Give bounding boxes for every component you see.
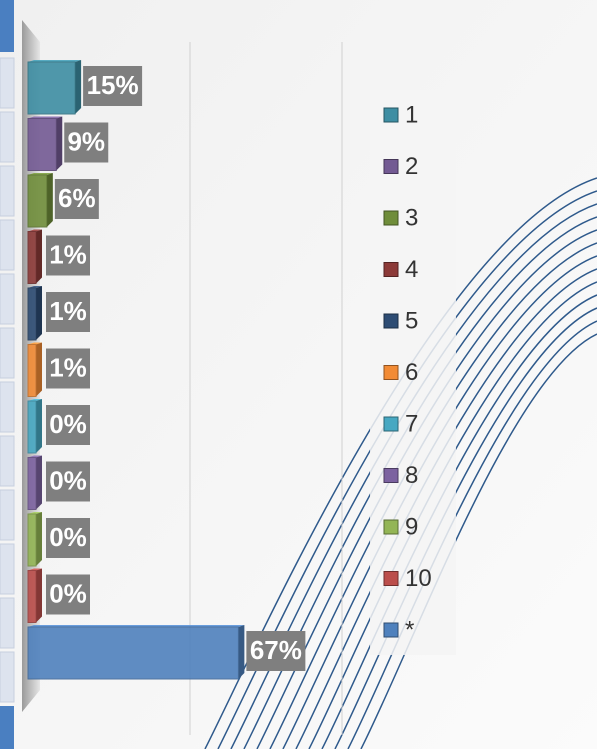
left-strip-cells [0, 57, 15, 703]
value-label: 0% [49, 465, 87, 495]
bar-side [75, 60, 82, 114]
bar [27, 231, 37, 284]
legend-swatch [383, 416, 399, 432]
bar-side [36, 455, 42, 510]
bar-side [56, 116, 63, 171]
strip-cell [0, 381, 15, 433]
legend-swatch [383, 571, 399, 586]
left-strip [0, 0, 14, 749]
legend-label: 4 [405, 256, 418, 283]
value-label-box [64, 122, 109, 163]
value-label-box [46, 348, 90, 389]
bar-side [36, 342, 42, 397]
strip-cell [0, 543, 15, 595]
value-label-box [46, 292, 90, 332]
bar [27, 344, 37, 397]
legend-label: 1 [405, 101, 418, 128]
legend-swatch [383, 210, 399, 226]
value-label: 0% [49, 578, 87, 608]
legend-label: * [405, 616, 414, 643]
value-label: 1% [49, 239, 87, 269]
value-label: 6% [58, 183, 96, 213]
arc-line [360, 333, 597, 749]
legend-swatch [383, 468, 399, 483]
bar [27, 118, 57, 171]
strip-cell [0, 435, 15, 487]
legend-label: 6 [405, 359, 418, 386]
value-label: 1% [49, 352, 87, 382]
bar-side [238, 625, 245, 679]
value-label: 9% [67, 126, 105, 156]
arc-line [347, 320, 597, 749]
legend-swatch [383, 107, 399, 123]
legend-swatch [383, 365, 399, 380]
legend-label: 10 [405, 565, 432, 592]
value-label-box [46, 405, 90, 445]
value-label-box [83, 66, 143, 106]
legend-label: 8 [405, 462, 418, 489]
strip-cell [0, 651, 15, 703]
strip-cell [0, 273, 15, 325]
bar [27, 570, 37, 623]
strip-cell [0, 57, 15, 109]
bar [27, 61, 76, 115]
strip-cell [0, 327, 15, 379]
value-label: 0% [49, 522, 87, 552]
value-label-box [46, 235, 90, 276]
bar-side [36, 568, 42, 623]
value-label-box [54, 179, 99, 219]
legend-swatch [383, 159, 399, 174]
value-label-box [46, 461, 90, 502]
legend-swatch [383, 262, 399, 277]
value-label-box [246, 631, 306, 671]
legend-label: 3 [405, 204, 418, 231]
bar [27, 626, 239, 680]
strip-cell [0, 597, 15, 649]
bar-side [36, 512, 42, 566]
legend-swatch [383, 313, 399, 329]
bar-side [36, 286, 42, 340]
legend-label: 5 [405, 307, 418, 334]
value-label: 15% [87, 70, 139, 100]
bar-side [46, 173, 53, 227]
strip-cell [0, 489, 15, 541]
bar [27, 457, 37, 510]
bar [27, 287, 37, 341]
legend-label: 2 [405, 153, 418, 180]
strip-cell [0, 219, 15, 271]
legend-label: 7 [405, 410, 418, 437]
legend-swatch [383, 519, 399, 535]
strip-cell [0, 111, 15, 163]
arc-line [204, 177, 597, 749]
value-label-box [46, 518, 90, 558]
value-label: 67% [250, 635, 302, 665]
value-label: 0% [49, 409, 87, 439]
legend-label: 9 [405, 513, 418, 540]
bar-side [36, 399, 42, 453]
strip-cell [0, 165, 15, 217]
legend-swatch [383, 622, 399, 638]
bar [27, 400, 37, 454]
value-label-box [46, 574, 90, 615]
bar [27, 174, 48, 228]
bar [27, 513, 37, 567]
value-label: 1% [49, 296, 87, 326]
bar-side [36, 229, 42, 284]
